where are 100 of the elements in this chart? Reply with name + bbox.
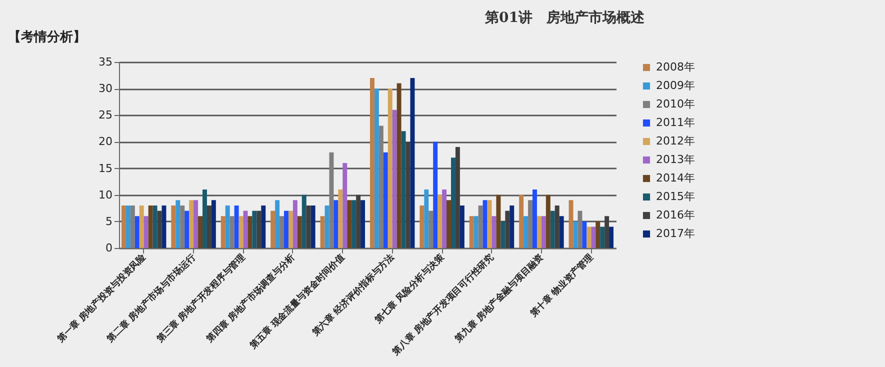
bar: [134, 216, 140, 248]
bar: [554, 205, 560, 248]
y-tick-label: 25: [98, 108, 112, 122]
bar: [320, 216, 325, 248]
bar: [392, 110, 397, 248]
bar: [347, 200, 352, 248]
bar: [297, 216, 302, 248]
bar: [528, 200, 533, 248]
bar: [256, 210, 262, 248]
bar: [582, 221, 587, 248]
bar: [248, 216, 252, 248]
bar: [234, 205, 239, 248]
bar: [442, 190, 447, 248]
bar: [559, 216, 564, 248]
bar: [568, 200, 574, 248]
bar: [519, 194, 524, 248]
bar: [406, 142, 410, 248]
legend-label: 2011年: [656, 116, 695, 129]
bar: [356, 194, 361, 248]
bar: [220, 216, 226, 248]
bar: [148, 205, 153, 248]
bar: [292, 200, 298, 248]
legend-label: 2017年: [656, 227, 695, 240]
bar: [225, 205, 230, 248]
bar: [252, 210, 257, 248]
y-tick-label: 20: [98, 135, 112, 148]
bar: [280, 216, 284, 248]
bar: [329, 152, 334, 248]
bar: [604, 216, 610, 248]
bar: [478, 205, 483, 248]
bar: [261, 205, 266, 248]
bar: [202, 190, 207, 248]
bar: [388, 88, 392, 248]
bar: [194, 200, 198, 248]
bar: [352, 200, 356, 248]
legend-label: 2009年: [656, 79, 695, 92]
legend-label: 2012年: [656, 134, 695, 148]
bar: [505, 210, 510, 248]
bar: [171, 205, 176, 248]
bar: [510, 205, 514, 248]
y-tick-label: 5: [106, 214, 112, 228]
bar: [370, 78, 374, 248]
bar: [609, 226, 614, 248]
bar: [586, 226, 592, 248]
bar: [487, 200, 492, 248]
bar: [126, 205, 130, 248]
bar: [184, 210, 190, 248]
bar: [198, 216, 202, 248]
bar: [383, 152, 388, 248]
y-tick-label: 10: [98, 188, 112, 202]
bar: [130, 205, 135, 248]
legend-label: 2008年: [656, 60, 695, 74]
chart-subtitle: 【考情分析】: [8, 30, 86, 45]
bar: [342, 162, 348, 248]
legend-label: 2014年: [656, 172, 695, 184]
legend-label: 2015年: [656, 190, 695, 203]
bar: [578, 210, 582, 248]
y-tick-label: 35: [98, 56, 112, 68]
bar: [591, 226, 596, 248]
bar: [338, 190, 343, 248]
bar: [206, 205, 212, 248]
bar: [162, 205, 166, 248]
chart-title: 第01讲 房地产市场概述: [485, 9, 644, 27]
bar: [180, 205, 185, 248]
bar: [469, 216, 474, 248]
bar: [176, 200, 180, 248]
y-tick-label: 30: [98, 82, 112, 96]
bar: [310, 205, 316, 248]
bar: [288, 210, 293, 248]
y-tick-label: 0: [106, 242, 112, 254]
bar: [482, 200, 488, 248]
bar: [334, 200, 338, 248]
bar: [438, 194, 442, 248]
bar: [374, 88, 379, 248]
bar: [536, 216, 542, 248]
bar: [424, 190, 429, 248]
bar: [446, 200, 451, 248]
bar: [302, 194, 306, 248]
bar: [284, 210, 288, 248]
bar: [238, 216, 244, 248]
bar: [152, 205, 158, 248]
bar: [306, 205, 311, 248]
bar: [275, 200, 280, 248]
bar: [144, 216, 148, 248]
bar: [460, 205, 464, 248]
bar: [532, 190, 537, 248]
bar: [270, 210, 276, 248]
bar: [450, 158, 456, 248]
bar: [433, 142, 438, 248]
bar: [410, 78, 415, 248]
bar: [550, 210, 555, 248]
bar: [455, 147, 460, 248]
bar: [121, 205, 126, 248]
bar: [360, 200, 366, 248]
bar: [600, 226, 605, 248]
legend-label: 2010年: [656, 98, 695, 110]
legend-label: 2016年: [656, 208, 695, 222]
bar: [500, 221, 506, 248]
bar: [378, 126, 384, 248]
bar: [428, 210, 434, 248]
